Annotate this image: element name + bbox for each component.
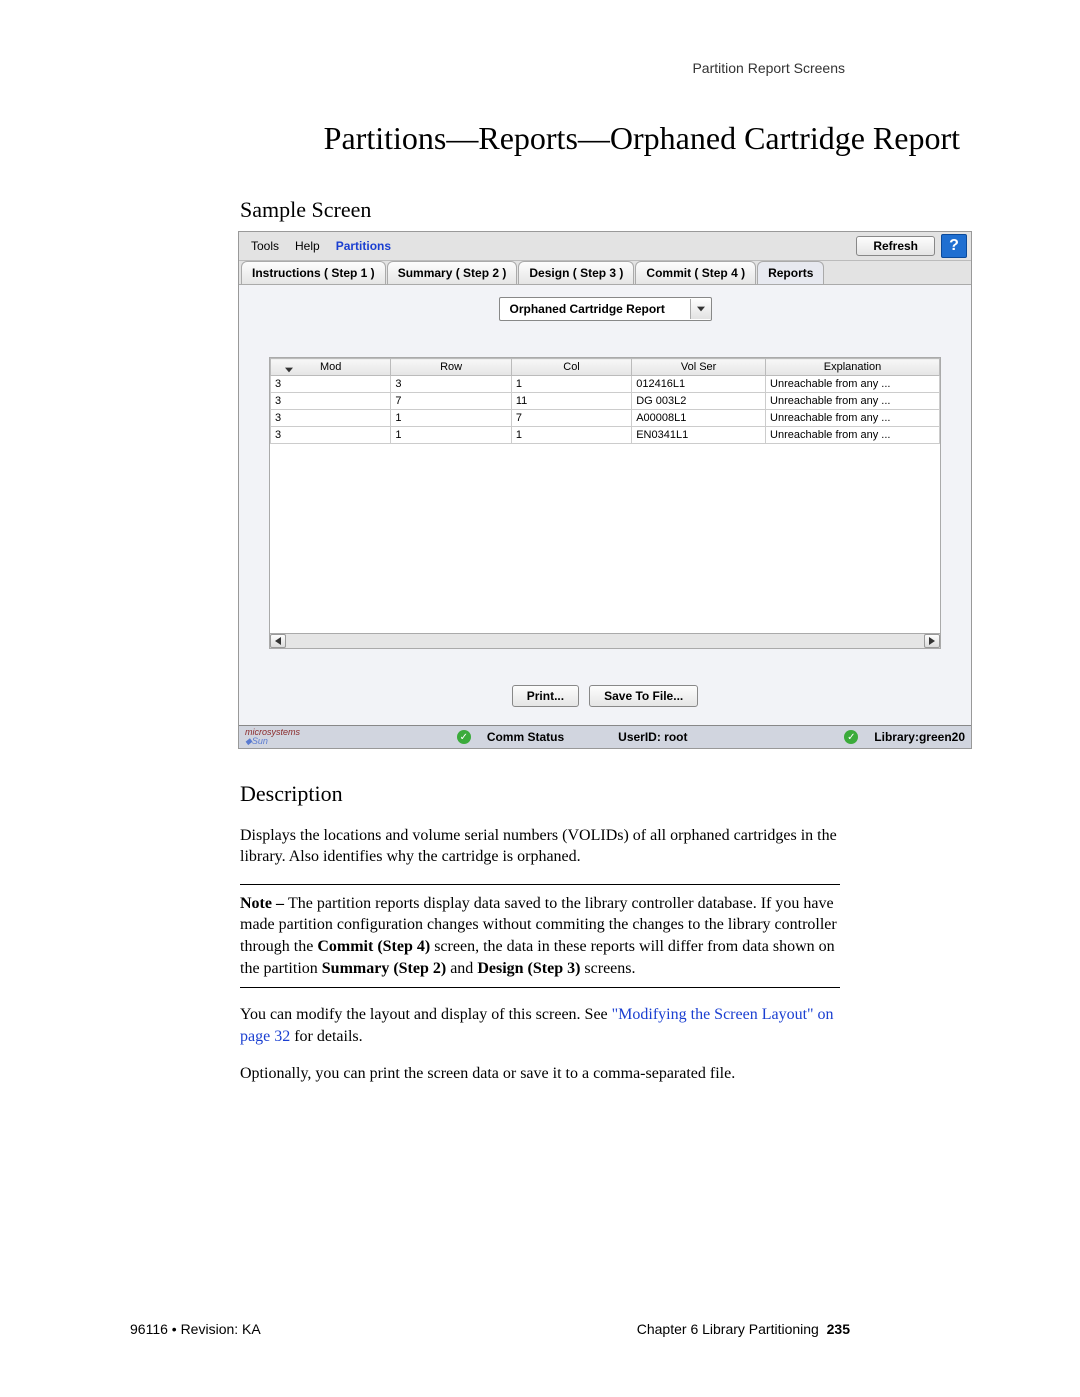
tab-summary[interactable]: Summary ( Step 2 ) [387,261,518,284]
report-select-label: Orphaned Cartridge Report [500,302,690,316]
page-number: 235 [827,1321,850,1337]
tab-reports[interactable]: Reports [757,261,824,284]
cell: 3 [391,376,511,393]
menu-partitions[interactable]: Partitions [328,238,399,254]
library-label: Library:green20 [874,730,965,744]
note-text: screens. [580,960,635,977]
check-icon: ✓ [457,730,471,744]
status-bar: microsystems ◆Sun ✓ Comm Status UserID: … [239,725,971,748]
description-paragraph: You can modify the layout and display of… [240,1004,840,1047]
help-icon[interactable]: ? [941,234,967,258]
save-button[interactable]: Save To File... [589,685,698,707]
cell: 1 [391,427,511,444]
report-table: Mod Row Col Vol Ser Explanation 3 3 1 [269,357,941,649]
cell: 1 [511,427,631,444]
cell: DG 003L2 [632,393,766,410]
cell: 1 [391,410,511,427]
comm-status-label: Comm Status [487,730,564,744]
cell: 7 [511,410,631,427]
scroll-right-icon[interactable] [924,634,940,648]
check-icon: ✓ [844,730,858,744]
cell: 3 [271,376,391,393]
col-col[interactable]: Col [511,359,631,376]
note-box: Note – The partition reports display dat… [240,884,840,988]
text: for details. [290,1028,362,1045]
refresh-button[interactable]: Refresh [856,236,935,256]
cell: Unreachable from any ... [766,393,940,410]
cell: 3 [271,410,391,427]
note-bold: Commit (Step 4) [317,938,430,955]
report-panel: Orphaned Cartridge Report [239,285,971,725]
running-header: Partition Report Screens [692,60,845,76]
note-prefix: Note – [240,895,288,912]
table-row[interactable]: 3 1 7 A00008L1 Unreachable from any ... [271,410,940,427]
tab-commit[interactable]: Commit ( Step 4 ) [635,261,756,284]
tab-instructions[interactable]: Instructions ( Step 1 ) [241,261,386,284]
cell: 3 [271,427,391,444]
menu-tools[interactable]: Tools [243,238,287,254]
text: You can modify the layout and display of… [240,1006,612,1023]
footer-chapter: Chapter 6 Library Partitioning [637,1321,819,1337]
col-row[interactable]: Row [391,359,511,376]
cell: Unreachable from any ... [766,427,940,444]
menubar: Tools Help Partitions Refresh ? [239,232,971,261]
chevron-down-icon [690,299,711,319]
cell: Unreachable from any ... [766,410,940,427]
page-title: Partitions—Reports—Orphaned Cartridge Re… [130,120,960,157]
table-row[interactable]: 3 7 11 DG 003L2 Unreachable from any ... [271,393,940,410]
tab-design[interactable]: Design ( Step 3 ) [518,261,634,284]
note-bold: Summary (Step 2) [322,960,446,977]
note-bold: Design (Step 3) [477,960,580,977]
note-text: and [446,960,477,977]
description-paragraph: Displays the locations and volume serial… [240,825,840,868]
cell: 1 [511,376,631,393]
userid-label: UserID: root [618,730,687,744]
menu-help[interactable]: Help [287,238,328,254]
col-mod[interactable]: Mod [271,359,391,376]
footer-right: Chapter 6 Library Partitioning 235 [637,1321,850,1337]
table-row[interactable]: 3 1 1 EN0341L1 Unreachable from any ... [271,427,940,444]
cell: EN0341L1 [632,427,766,444]
horizontal-scrollbar[interactable] [270,633,940,648]
scroll-left-icon[interactable] [270,634,286,648]
cell: Unreachable from any ... [766,376,940,393]
table-row[interactable]: 3 3 1 012416L1 Unreachable from any ... [271,376,940,393]
col-expl[interactable]: Explanation [766,359,940,376]
sample-screen-label: Sample Screen [240,197,960,223]
cell: 012416L1 [632,376,766,393]
sort-desc-icon [285,364,293,376]
cell: 3 [271,393,391,410]
footer-left: 96116 • Revision: KA [130,1321,261,1337]
cell: 7 [391,393,511,410]
app-window: Tools Help Partitions Refresh ? Instruct… [238,231,972,749]
description-heading: Description [240,779,840,809]
cell: 11 [511,393,631,410]
col-mod-label: Mod [320,361,341,373]
cell: A00008L1 [632,410,766,427]
report-select[interactable]: Orphaned Cartridge Report [499,297,712,321]
description-paragraph: Optionally, you can print the screen dat… [240,1063,840,1085]
print-button[interactable]: Print... [512,685,579,707]
logo-line2: ◆Sun [245,737,300,746]
col-volser[interactable]: Vol Ser [632,359,766,376]
tab-row: Instructions ( Step 1 ) Summary ( Step 2… [239,261,971,285]
sun-logo: microsystems ◆Sun [245,728,300,746]
